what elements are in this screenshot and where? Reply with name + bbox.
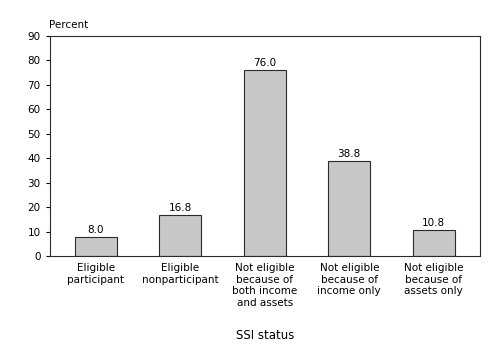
Text: Percent: Percent bbox=[50, 20, 89, 30]
Bar bbox=[75, 237, 117, 256]
Text: 8.0: 8.0 bbox=[88, 225, 104, 235]
Text: 16.8: 16.8 bbox=[169, 203, 192, 213]
Text: 76.0: 76.0 bbox=[253, 58, 276, 68]
Text: SSI status: SSI status bbox=[236, 329, 294, 342]
Bar bbox=[328, 161, 370, 256]
Bar bbox=[244, 70, 286, 256]
Text: 10.8: 10.8 bbox=[422, 218, 446, 228]
Text: 38.8: 38.8 bbox=[338, 149, 361, 159]
Bar bbox=[413, 230, 455, 256]
Bar bbox=[159, 215, 201, 256]
